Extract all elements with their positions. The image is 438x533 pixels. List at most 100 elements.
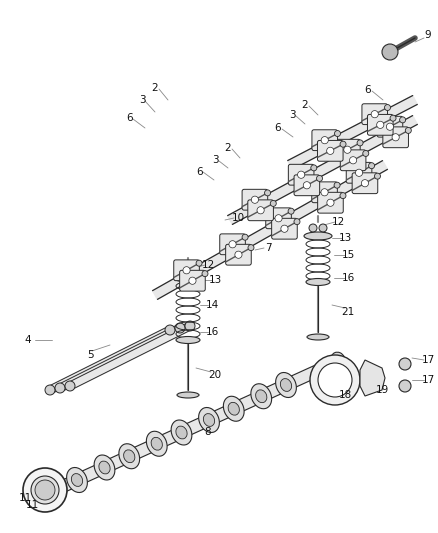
Circle shape bbox=[392, 134, 399, 141]
Circle shape bbox=[265, 190, 271, 196]
Text: 11: 11 bbox=[18, 493, 32, 503]
Circle shape bbox=[31, 476, 59, 504]
Circle shape bbox=[189, 266, 197, 274]
Circle shape bbox=[185, 321, 195, 331]
Circle shape bbox=[340, 192, 346, 199]
Text: 2: 2 bbox=[302, 100, 308, 110]
Ellipse shape bbox=[331, 352, 345, 368]
Ellipse shape bbox=[171, 420, 192, 445]
Circle shape bbox=[319, 224, 327, 232]
Circle shape bbox=[309, 224, 317, 232]
Text: 18: 18 bbox=[339, 390, 352, 400]
Circle shape bbox=[374, 173, 381, 179]
Circle shape bbox=[65, 381, 75, 391]
Circle shape bbox=[321, 136, 328, 144]
Circle shape bbox=[327, 147, 334, 155]
Text: 13: 13 bbox=[208, 275, 222, 285]
Polygon shape bbox=[288, 95, 417, 169]
Circle shape bbox=[248, 245, 254, 251]
Circle shape bbox=[334, 182, 340, 188]
Circle shape bbox=[399, 358, 411, 370]
Circle shape bbox=[317, 175, 322, 181]
Circle shape bbox=[371, 110, 378, 118]
Ellipse shape bbox=[307, 334, 329, 340]
Text: 10: 10 bbox=[231, 213, 244, 223]
Ellipse shape bbox=[71, 474, 83, 487]
Text: 14: 14 bbox=[205, 300, 219, 310]
Circle shape bbox=[361, 180, 368, 187]
Circle shape bbox=[165, 325, 175, 335]
Circle shape bbox=[297, 171, 305, 179]
Text: 6: 6 bbox=[365, 85, 371, 95]
Text: 8: 8 bbox=[205, 427, 211, 437]
Text: 6: 6 bbox=[127, 113, 133, 123]
Text: 16: 16 bbox=[205, 327, 219, 337]
Text: 11: 11 bbox=[25, 500, 39, 510]
Ellipse shape bbox=[223, 396, 244, 421]
Circle shape bbox=[183, 266, 190, 274]
Text: 15: 15 bbox=[341, 250, 355, 260]
Circle shape bbox=[311, 165, 317, 171]
Circle shape bbox=[357, 140, 363, 146]
Ellipse shape bbox=[176, 336, 200, 343]
FancyBboxPatch shape bbox=[312, 182, 337, 203]
Ellipse shape bbox=[119, 444, 140, 469]
Text: 4: 4 bbox=[25, 335, 31, 345]
Text: 17: 17 bbox=[421, 355, 434, 365]
Circle shape bbox=[23, 468, 67, 512]
Ellipse shape bbox=[48, 482, 62, 498]
Ellipse shape bbox=[146, 431, 167, 456]
Ellipse shape bbox=[177, 392, 199, 398]
Polygon shape bbox=[152, 160, 388, 300]
Ellipse shape bbox=[304, 232, 332, 240]
FancyBboxPatch shape bbox=[346, 163, 372, 183]
Circle shape bbox=[281, 225, 288, 232]
Ellipse shape bbox=[280, 378, 292, 391]
Circle shape bbox=[386, 123, 394, 131]
FancyBboxPatch shape bbox=[383, 127, 409, 148]
Circle shape bbox=[350, 157, 357, 164]
Ellipse shape bbox=[203, 414, 215, 426]
Ellipse shape bbox=[99, 461, 110, 474]
Circle shape bbox=[251, 196, 258, 203]
Circle shape bbox=[189, 277, 196, 284]
Text: 2: 2 bbox=[225, 143, 231, 153]
Circle shape bbox=[294, 219, 300, 224]
Ellipse shape bbox=[251, 384, 272, 409]
Polygon shape bbox=[53, 360, 332, 496]
Circle shape bbox=[382, 44, 398, 60]
Polygon shape bbox=[58, 325, 182, 392]
Circle shape bbox=[275, 215, 282, 222]
Text: 19: 19 bbox=[375, 385, 389, 395]
Circle shape bbox=[377, 121, 384, 128]
Ellipse shape bbox=[50, 485, 60, 495]
Circle shape bbox=[55, 383, 65, 393]
FancyBboxPatch shape bbox=[266, 208, 291, 229]
FancyBboxPatch shape bbox=[288, 164, 314, 185]
FancyBboxPatch shape bbox=[174, 260, 199, 281]
Text: 5: 5 bbox=[87, 350, 93, 360]
Text: 3: 3 bbox=[289, 110, 295, 120]
Circle shape bbox=[270, 200, 276, 206]
Circle shape bbox=[399, 380, 411, 392]
Text: 9: 9 bbox=[425, 30, 431, 40]
Circle shape bbox=[390, 115, 396, 121]
Circle shape bbox=[202, 271, 208, 277]
Ellipse shape bbox=[228, 402, 240, 415]
Circle shape bbox=[335, 131, 340, 136]
Circle shape bbox=[45, 385, 55, 395]
Circle shape bbox=[196, 260, 202, 266]
FancyBboxPatch shape bbox=[318, 192, 343, 213]
Circle shape bbox=[344, 146, 351, 154]
Text: 6: 6 bbox=[197, 167, 203, 177]
FancyBboxPatch shape bbox=[180, 270, 205, 291]
Circle shape bbox=[363, 150, 369, 156]
Circle shape bbox=[235, 251, 242, 259]
Circle shape bbox=[35, 480, 55, 500]
Ellipse shape bbox=[67, 467, 87, 492]
Circle shape bbox=[399, 117, 406, 123]
Circle shape bbox=[175, 323, 185, 333]
Ellipse shape bbox=[174, 274, 202, 282]
Circle shape bbox=[288, 208, 294, 214]
Ellipse shape bbox=[306, 279, 330, 286]
